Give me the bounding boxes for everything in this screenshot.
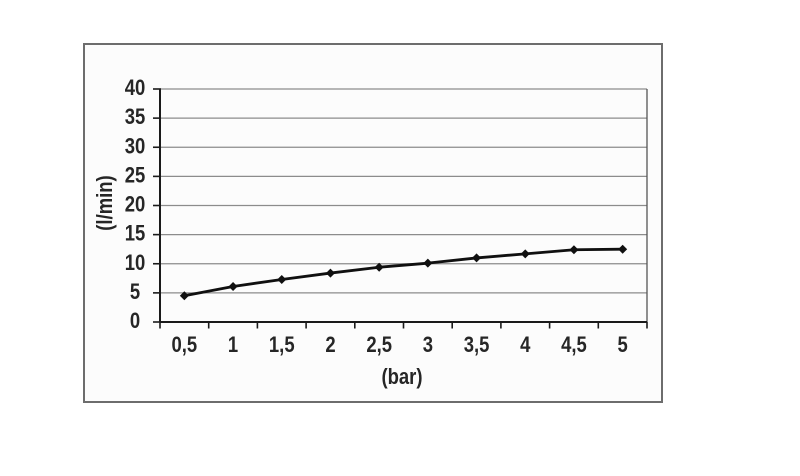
- series-line: [182, 247, 625, 298]
- data-point-marker: [423, 258, 433, 268]
- x-tick-label: 0,5: [172, 334, 198, 358]
- data-point-marker: [228, 281, 238, 291]
- x-tick-label: 5: [618, 334, 628, 358]
- data-point-marker: [520, 249, 530, 259]
- x-tick-label: 4,5: [561, 334, 587, 358]
- data-point-marker: [325, 268, 335, 278]
- y-tick-label: 0: [130, 310, 140, 334]
- chart-frame: [83, 43, 663, 403]
- x-tick-label: 3,5: [464, 334, 490, 358]
- y-tick-label: 10: [125, 251, 146, 275]
- x-tick-label: 4: [520, 334, 531, 358]
- y-tick-label: 30: [125, 135, 146, 159]
- data-point-marker: [179, 291, 189, 301]
- y-tick-label: 25: [125, 164, 146, 188]
- y-tick-label: 35: [125, 106, 146, 130]
- x-tick-label: 1,5: [269, 334, 295, 358]
- y-tick-label: 15: [125, 222, 146, 246]
- data-point-marker: [374, 262, 384, 272]
- data-point-marker: [618, 244, 628, 254]
- x-tick-label: 2: [325, 334, 335, 358]
- x-tick-label: 2,5: [366, 334, 392, 358]
- y-tick-label: 40: [125, 77, 146, 101]
- data-point-marker: [569, 245, 579, 255]
- x-axis-title: (bar): [381, 364, 423, 389]
- y-tick-label: 20: [125, 193, 146, 217]
- x-tick-label: 3: [423, 334, 433, 358]
- data-point-marker: [472, 253, 482, 263]
- y-tick-label: 5: [130, 280, 140, 304]
- y-axis-title: (l/min): [92, 175, 117, 231]
- x-tick-label: 1: [228, 334, 238, 358]
- data-point-marker: [277, 274, 287, 284]
